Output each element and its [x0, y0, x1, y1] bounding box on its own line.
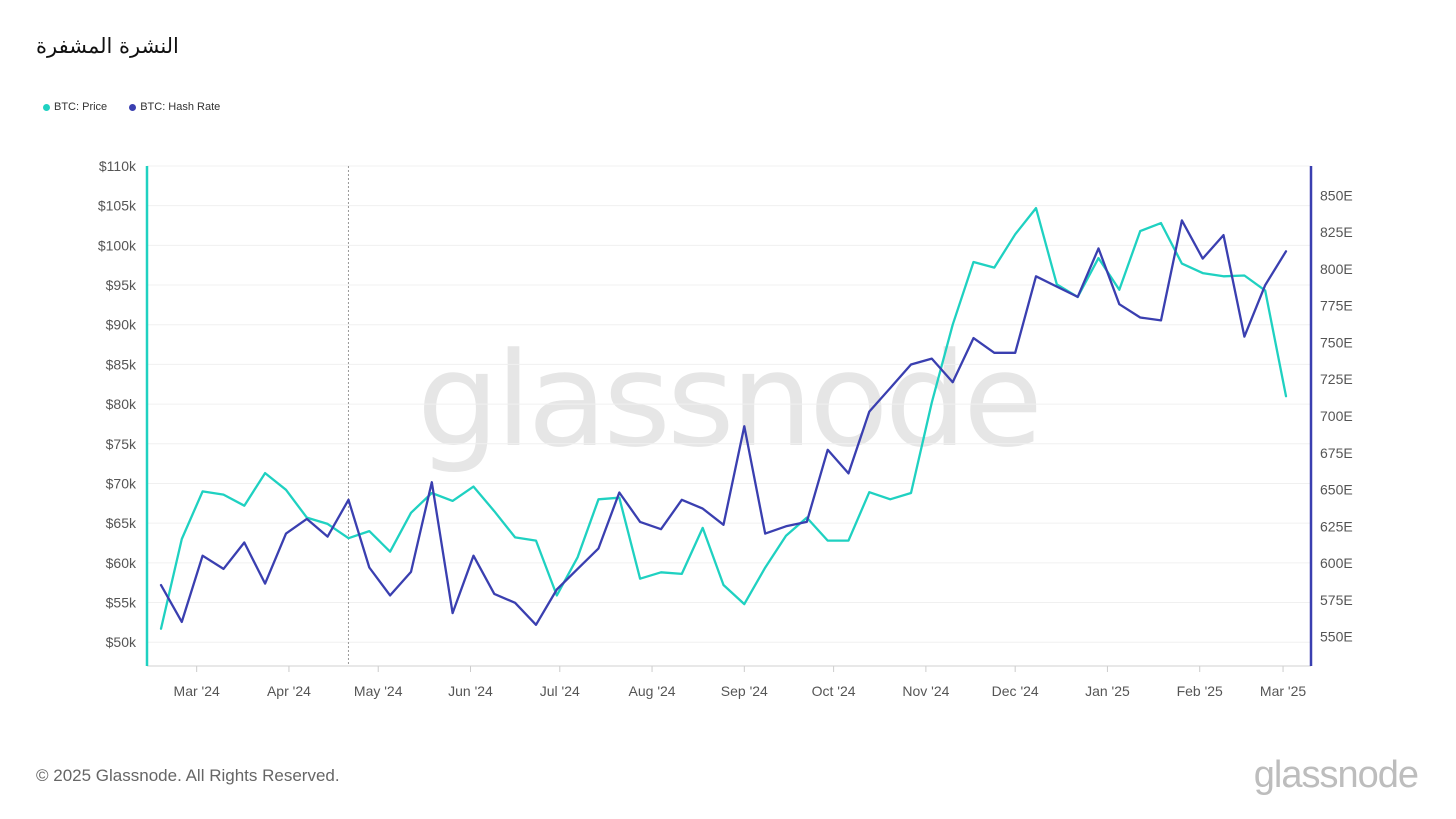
x-tick-label: Sep '24	[721, 683, 768, 699]
y-left-tick-label: $100k	[98, 237, 137, 253]
y-left-tick-label: $60k	[106, 555, 137, 571]
y-left-tick-label: $65k	[106, 515, 137, 531]
hash-rate-series-line	[159, 219, 1288, 626]
y-left-tick-label: $55k	[106, 595, 137, 611]
y-right-tick-label: 700E	[1320, 408, 1353, 424]
y-left-tick-label: $90k	[106, 317, 137, 333]
legend-dot-price-icon	[43, 103, 50, 111]
y-left-tick-label: $50k	[106, 634, 137, 650]
legend-item-hash-rate[interactable]: BTC: Hash Rate	[129, 101, 220, 113]
legend-label-hash-rate: BTC: Hash Rate	[140, 101, 221, 113]
grid-lines	[147, 165, 1311, 643]
legend-dot-hash-rate-icon	[129, 103, 137, 111]
x-tick-label: Mar '24	[174, 683, 220, 699]
y-right-tick-label: 625E	[1320, 518, 1353, 534]
watermark-text: glassnode	[417, 324, 1039, 476]
y-right-tick-label: 650E	[1320, 482, 1353, 498]
x-tick-label: Aug '24	[629, 683, 676, 699]
x-tick-label: Dec '24	[992, 683, 1039, 699]
y-left-tick-label: $110k	[99, 158, 137, 174]
y-right-tick-label: 825E	[1320, 224, 1353, 240]
x-tick-label: Apr '24	[267, 683, 311, 699]
series-lines	[159, 206, 1288, 630]
y-right-tick-label: 600E	[1320, 555, 1353, 571]
y-right-tick-label: 550E	[1320, 629, 1353, 645]
x-tick-label: Mar '25	[1260, 683, 1306, 699]
x-tick-label: Feb '25	[1177, 683, 1223, 699]
y-right-tick-label: 775E	[1320, 298, 1353, 314]
chart-title: النشرة المشفرة	[36, 34, 179, 58]
y-left-tick-label: $70k	[106, 475, 137, 491]
y-left-tick-label: $105k	[98, 198, 137, 214]
y-right-tick-label: 725E	[1320, 371, 1353, 387]
y-right-tick-label: 800E	[1320, 261, 1353, 277]
x-tick-label: May '24	[354, 683, 403, 699]
y-left-tick-label: $80k	[106, 396, 137, 412]
axes: $50k $55k $60k $65k $70k $75k $80k $85k $90k $95k…	[98, 158, 1353, 699]
x-tick-label: Jan '25	[1085, 683, 1130, 699]
copyright-text: © 2025 Glassnode. All Rights Reserved.	[36, 766, 340, 785]
y-left-tick-label: $75k	[106, 436, 137, 452]
x-tick-label: Oct '24	[812, 683, 856, 699]
y-right-tick-label: 750E	[1320, 334, 1353, 350]
y-left-tick-label: $95k	[106, 277, 137, 293]
y-left-tick-label: $85k	[106, 356, 137, 372]
brand-logo-text: glassnode	[1253, 754, 1419, 796]
y-right-tick-label: 575E	[1320, 592, 1353, 608]
legend-label-price: BTC: Price	[54, 101, 108, 113]
y-right-tick-label: 850E	[1320, 187, 1353, 203]
chart-legend: BTC: Price BTC: Hash Rate	[43, 101, 220, 113]
y-right-tick-label: 675E	[1320, 445, 1353, 461]
x-tick-label: Nov '24	[902, 683, 949, 699]
x-tick-label: Jun '24	[448, 683, 493, 699]
price-series-line	[159, 206, 1288, 630]
legend-item-price[interactable]: BTC: Price	[43, 101, 107, 113]
x-tick-label: Jul '24	[540, 683, 580, 699]
